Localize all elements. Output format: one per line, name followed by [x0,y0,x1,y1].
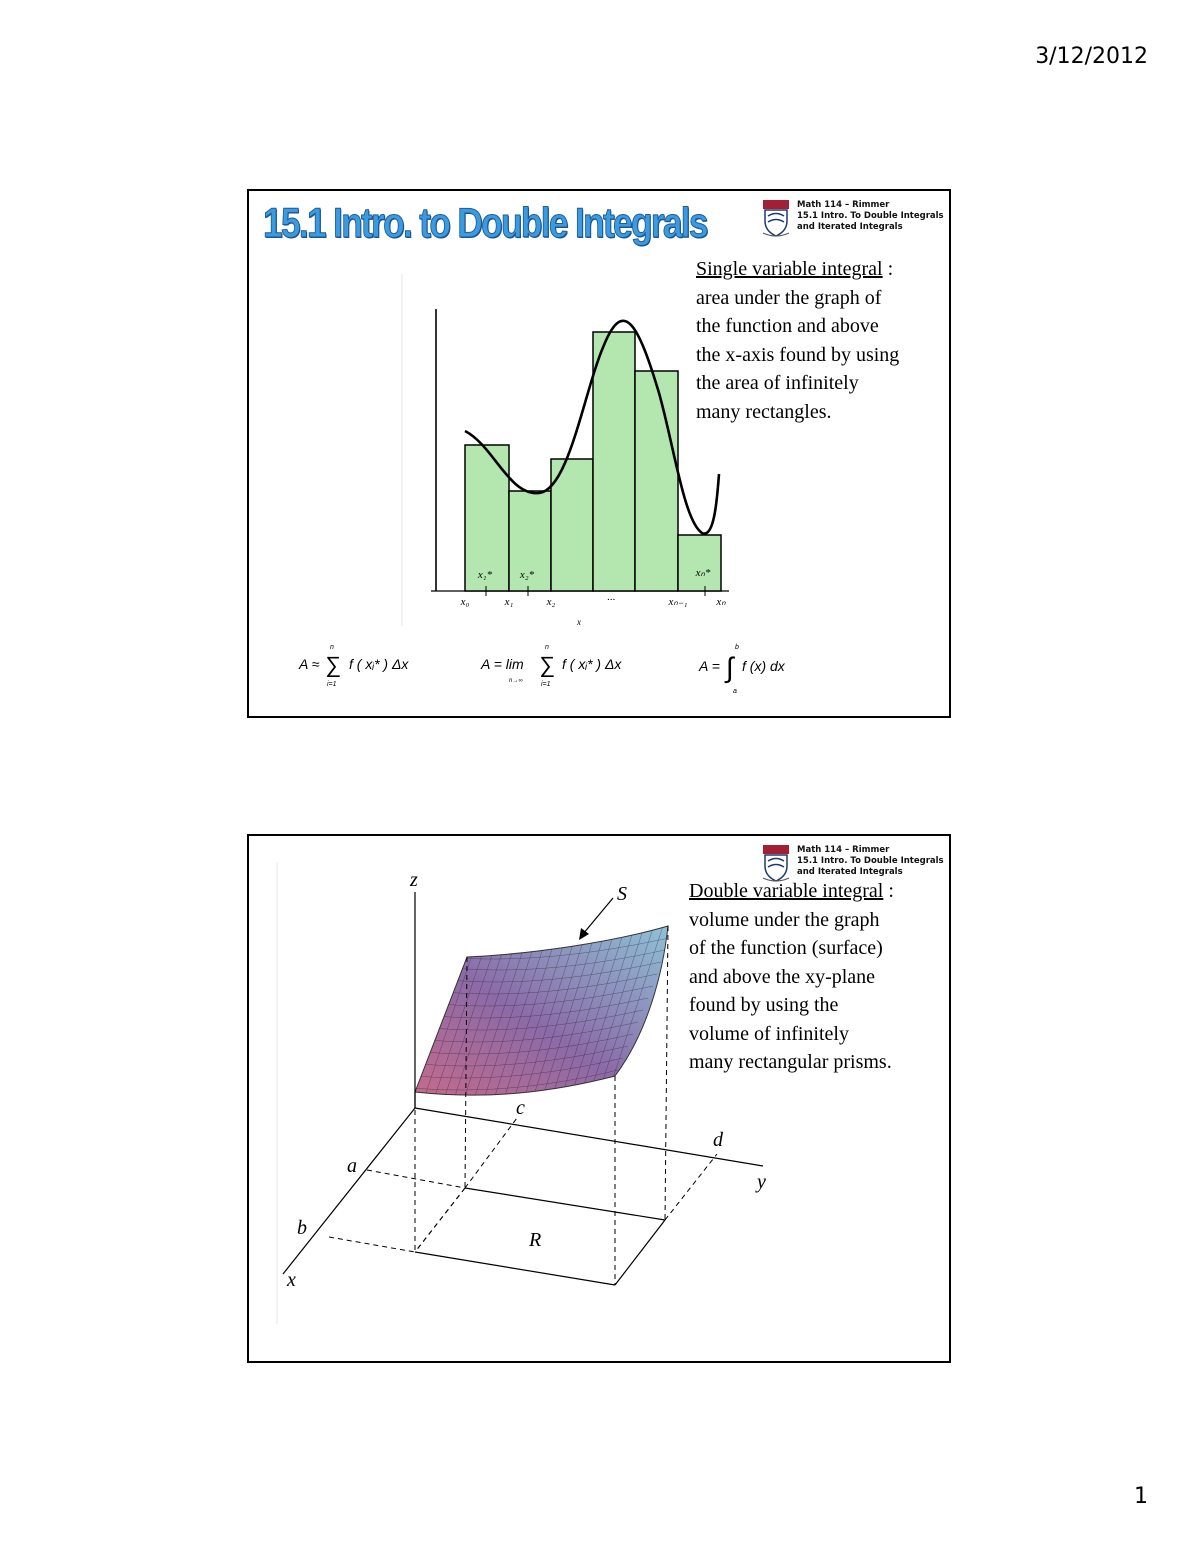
penn-crest-icon [762,200,790,237]
riemann-rectangle-4 [592,331,636,592]
slide-double-integral: Math 114 – Rimmer 15.1 Intro. To Double … [247,834,951,1363]
svg-text:n: n [330,644,334,651]
y-axis [414,1107,764,1167]
double-integral-figure: z x y a b c d R S [276,862,766,1324]
svg-text:f ( xᵢ* ) Δx: f ( xᵢ* ) Δx [349,656,409,672]
page-date: 3/12/2012 [1035,44,1148,69]
description: Single variable integral : area under th… [696,258,900,423]
svg-text:∑: ∑ [325,652,341,677]
star-label: x₂* [519,569,535,581]
svg-text:f (x) dx: f (x) dx [742,658,786,674]
b-label: b [297,1217,307,1239]
a-label: a [347,1155,357,1177]
s-label: S [617,883,627,905]
area-formulas: A ≈ n ∑ i=1 f ( xᵢ* ) Δx A = lim n→∞ n ∑… [298,644,786,695]
x-tick-label: x₂ [546,596,556,608]
x-tick-label: xₙ₋₁ [668,596,688,608]
slide-title: 15.1 Intro. to Double Integrals [263,199,709,247]
slide-single-integral: 15.1 Intro. to Double Integrals Math 114… [247,189,951,718]
svg-text:f ( xᵢ* ) Δx: f ( xᵢ* ) Δx [562,656,622,672]
surface-arrow [579,897,614,940]
definite-integral-formula: A = b ∫ a f (x) dx [698,644,786,695]
x-axis-label: x [286,1269,296,1291]
svg-text:∑: ∑ [539,652,555,677]
svg-text:b: b [735,644,739,651]
svg-text:∫: ∫ [724,652,736,684]
z-axis-label: z [409,869,418,891]
c-label: c [516,1097,525,1119]
star-label: x₁* [477,569,493,581]
svg-text:i=1: i=1 [327,681,337,688]
x-tick-label: x₁ [504,596,514,608]
surface-s [414,925,669,1096]
penn-crest-icon [762,845,790,882]
x-tick-label: xₙ [715,596,726,608]
star-label: xₙ* [695,567,711,579]
svg-text:i=1: i=1 [541,681,551,688]
r-label: R [528,1229,541,1251]
course-info: Math 114 – Rimmer 15.1 Intro. To Double … [797,845,944,877]
x-axis [282,1107,416,1275]
region-r [414,1187,666,1286]
guide-lines [328,925,718,1285]
riemann-rectangle-6 [677,534,722,592]
svg-text:n: n [545,644,549,651]
svg-text:A = lim: A = lim [480,656,524,672]
y-axis-label: y [755,1171,766,1193]
x-tick-label: x₀ [460,596,470,608]
svg-text:A =: A = [698,658,720,674]
limit-formula: A = lim n→∞ n ∑ i=1 f ( xᵢ* ) Δx [480,644,622,688]
description: Double variable integral : volume under … [689,880,894,1073]
riemann-rectangle-5 [634,370,679,592]
axis-label: x [576,617,581,627]
svg-text:n→∞: n→∞ [509,678,523,684]
page-number: 1 [1134,1484,1148,1509]
course-info: Math 114 – Rimmer 15.1 Intro. To Double … [797,200,944,232]
x-tick-label: ··· [607,594,616,606]
function-curve [464,319,721,535]
svg-text:a: a [733,688,737,695]
svg-text:A ≈: A ≈ [298,656,320,672]
riemann-sum-formula: A ≈ n ∑ i=1 f ( xᵢ* ) Δx [298,644,409,688]
riemann-sum-figure: x₁* x₂* xₙ* x₀ x₁ x₂ ··· xₙ₋₁ xₙ x [399,271,759,631]
d-label: d [713,1129,724,1151]
